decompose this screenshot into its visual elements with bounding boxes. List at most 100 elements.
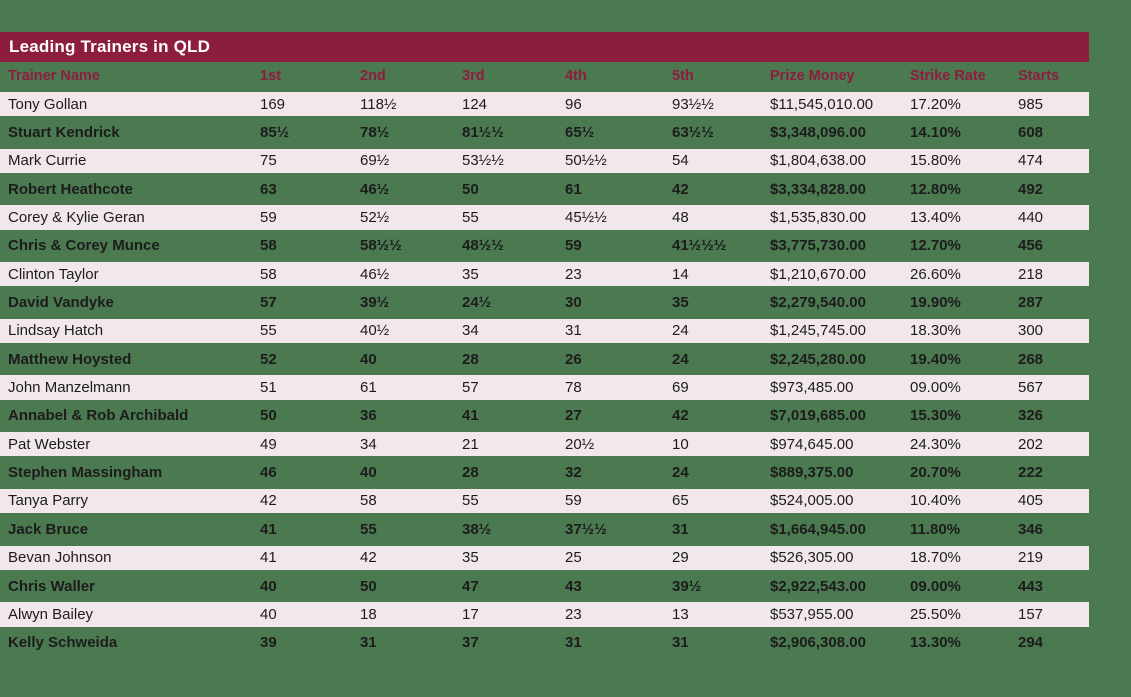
cell-starts: 405	[1018, 492, 1044, 510]
cell-starts: 294	[1018, 634, 1044, 652]
cell-strike-rate: 11.80%	[910, 520, 961, 538]
cell-starts: 443	[1018, 577, 1044, 595]
cell-fifth: 24	[672, 464, 689, 482]
cell-third: 55	[462, 492, 479, 510]
column-header-starts: Starts	[1018, 68, 1060, 84]
cell-starts: 985	[1018, 95, 1044, 113]
table-row: Bevan Johnson 41 42 35 25 29 $526,305.00 18.70%…	[0, 543, 1089, 572]
cell-strike-rate: 19.40%	[910, 350, 961, 368]
cell-strike-rate: 18.70%	[910, 549, 961, 567]
cell-strike-rate: 24.30%	[910, 435, 961, 453]
cell-starts: 456	[1018, 237, 1044, 255]
cell-trainer-name: Tanya Parry	[8, 492, 89, 510]
cell-first: 63	[260, 180, 277, 198]
cell-strike-rate: 15.80%	[910, 152, 961, 170]
cell-first: 42	[260, 492, 277, 510]
cell-fifth: 24	[672, 322, 689, 340]
cell-second: 55	[360, 520, 377, 538]
cell-fourth: 20½	[565, 435, 595, 453]
cell-first: 40	[260, 577, 277, 595]
cell-starts: 202	[1018, 435, 1044, 453]
cell-fifth: 48	[672, 209, 689, 227]
cell-fourth: 65½	[565, 124, 595, 142]
cell-strike-rate: 14.10%	[910, 124, 961, 142]
cell-fourth: 59	[565, 492, 582, 510]
cell-second: 78½	[360, 124, 390, 142]
table-row: Chris Waller 40 50 47 43 39½ $2,922,543.00 09.0…	[0, 572, 1089, 600]
table-row: Corey & Kylie Geran 59 52½ 55 45½½ 48 $1,535,8…	[0, 203, 1089, 232]
table-row: Robert Heathcote 63 46½ 50 61 42 $3,334,828.00…	[0, 175, 1089, 203]
cell-second: 61	[360, 379, 377, 397]
cell-prize-money: $1,804,638.00	[770, 152, 866, 170]
cell-fourth: 23	[565, 265, 582, 283]
table-row: Tanya Parry 42 58 55 59 65 $524,005.00 10.40% 40…	[0, 486, 1089, 516]
cell-third: 53½½	[462, 152, 504, 170]
cell-second: 40	[360, 350, 377, 368]
cell-prize-money: $3,775,730.00	[770, 237, 866, 255]
table-row: Stephen Massingham 46 40 28 32 24 $889,375.00 2…	[0, 458, 1089, 486]
cell-second: 39½	[360, 294, 390, 312]
cell-fourth: 59	[565, 237, 582, 255]
page-title: Leading Trainers in QLD	[9, 37, 211, 56]
cell-first: 57	[260, 294, 277, 312]
cell-strike-rate: 20.70%	[910, 464, 961, 482]
cell-fifth: 65	[672, 492, 689, 510]
cell-first: 59	[260, 209, 277, 227]
cell-starts: 608	[1018, 124, 1044, 142]
cell-prize-money: $3,348,096.00	[770, 124, 866, 142]
cell-first: 75	[260, 152, 277, 170]
cell-second: 52½	[360, 209, 390, 227]
cell-strike-rate: 19.90%	[910, 294, 961, 312]
cell-second: 40½	[360, 322, 390, 340]
cell-strike-rate: 12.70%	[910, 237, 961, 255]
cell-fourth: 30	[565, 294, 582, 312]
cell-prize-money: $889,375.00	[770, 464, 854, 482]
cell-first: 49	[260, 435, 277, 453]
cell-second: 36	[360, 407, 377, 425]
cell-starts: 474	[1018, 152, 1044, 170]
cell-fourth: 61	[565, 180, 582, 198]
cell-third: 35	[462, 265, 479, 283]
table-title-bar: Leading Trainers in QLD	[0, 32, 1089, 62]
cell-trainer-name: John Manzelmann	[8, 379, 131, 397]
cell-strike-rate: 13.40%	[910, 209, 961, 227]
cell-fourth: 26	[565, 350, 582, 368]
cell-fourth: 25	[565, 549, 582, 567]
cell-starts: 287	[1018, 294, 1044, 312]
column-header-second: 2nd	[360, 68, 386, 84]
cell-second: 18	[360, 605, 377, 623]
cell-strike-rate: 13.30%	[910, 634, 961, 652]
table-row: David Vandyke 57 39½ 24½ 30 35 $2,279,540.00 19…	[0, 288, 1089, 316]
cell-trainer-name: Kelly Schweida	[8, 634, 118, 652]
cell-starts: 157	[1018, 605, 1044, 623]
cell-third: 57	[462, 379, 479, 397]
cell-strike-rate: 25.50%	[910, 605, 961, 623]
table-row: Chris & Corey Munce 58 58½½ 48½½ 59 41½½½ $3,7…	[0, 232, 1089, 260]
cell-first: 85½	[260, 124, 290, 142]
cell-prize-money: $1,535,830.00	[770, 209, 866, 227]
cell-first: 50	[260, 407, 277, 425]
table-row: Alwyn Bailey 40 18 17 23 13 $537,955.00 25.50% 1…	[0, 600, 1089, 629]
cell-fifth: 39½	[672, 577, 702, 595]
cell-fourth: 96	[565, 95, 582, 113]
cell-fourth: 32	[565, 464, 582, 482]
cell-starts: 218	[1018, 265, 1044, 283]
column-header-prize-money: Prize Money	[770, 68, 855, 84]
cell-trainer-name: Clinton Taylor	[8, 265, 99, 283]
cell-first: 41	[260, 520, 277, 538]
cell-prize-money: $2,922,543.00	[770, 577, 866, 595]
cell-prize-money: $1,210,670.00	[770, 265, 866, 283]
table-row: Annabel & Rob Archibald 50 36 41 27 42 $7,019,…	[0, 402, 1089, 430]
cell-second: 58	[360, 492, 377, 510]
cell-prize-money: $974,645.00	[770, 435, 854, 453]
cell-second: 69½	[360, 152, 390, 170]
cell-prize-money: $2,245,280.00	[770, 350, 866, 368]
cell-fifth: 41½½½	[672, 237, 727, 255]
cell-fourth: 31	[565, 634, 582, 652]
cell-fifth: 42	[672, 180, 689, 198]
cell-prize-money: $3,334,828.00	[770, 180, 866, 198]
cell-second: 50	[360, 577, 377, 595]
cell-fifth: 29	[672, 549, 689, 567]
cell-third: 37	[462, 634, 479, 652]
cell-third: 48½½	[462, 237, 504, 255]
